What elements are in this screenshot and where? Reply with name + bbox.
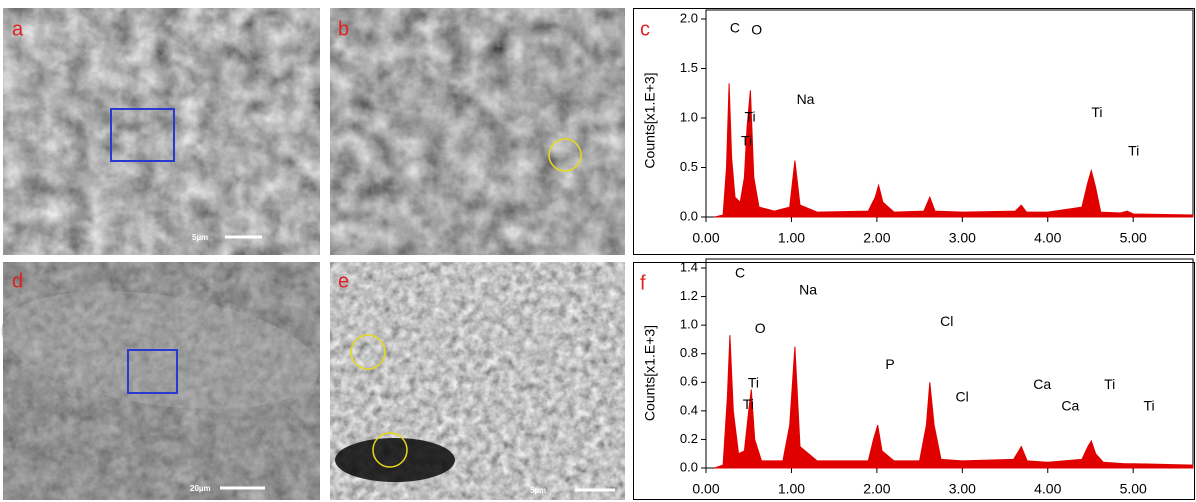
panel-label: f — [640, 272, 646, 294]
x-tick-label: 1.00 — [778, 230, 805, 246]
peak-label: P — [885, 356, 894, 372]
peak-label: Cl — [955, 389, 968, 405]
x-tick-label: 5.00 — [1120, 230, 1147, 246]
panel-label: c — [640, 18, 650, 40]
y-tick-label: 1.2 — [680, 288, 698, 303]
y-tick-label: 0.8 — [680, 345, 698, 360]
peak-label: Ti — [743, 396, 754, 412]
peak-label: Ti — [741, 132, 752, 148]
sem-image: 20µm d — [0, 262, 326, 500]
y-tick-label: 0.5 — [680, 159, 698, 174]
y-tick-label: 0.2 — [680, 431, 698, 446]
panel-label: e — [338, 270, 349, 292]
peak-label: O — [751, 22, 762, 38]
y-tick-label: 2.0 — [680, 10, 698, 25]
y-tick-label: 1.4 — [680, 259, 698, 274]
peak-label: Ti — [1143, 397, 1154, 413]
sem-image: 5µm a — [3, 8, 320, 255]
peak-label: Ti — [1104, 376, 1115, 392]
x-tick-label: 2.00 — [863, 230, 890, 246]
peak-label: Ti — [1091, 104, 1102, 120]
peak-label: C — [730, 20, 740, 36]
panel-label: d — [12, 270, 23, 292]
y-tick-label: 0.0 — [680, 208, 698, 223]
y-axis-label: Counts[x1.E+3] — [642, 72, 658, 168]
x-tick-label: 3.00 — [949, 481, 976, 497]
peak-label: Ca — [1061, 397, 1079, 413]
x-tick-label: 4.00 — [1034, 481, 1061, 497]
y-tick-label: 0.0 — [680, 459, 698, 474]
y-axis-label: Counts[x1.E+3] — [642, 325, 658, 421]
peak-label: Ti — [748, 374, 759, 390]
y-tick-label: 1.5 — [680, 60, 698, 75]
sem-image: 5µm e — [330, 262, 625, 500]
chart-frame — [634, 9, 1195, 255]
x-tick-label: 4.00 — [1034, 230, 1061, 246]
y-tick-label: 0.6 — [680, 374, 698, 389]
peak-label: C — [735, 264, 745, 280]
peak-label: Ti — [744, 109, 755, 125]
scale-bar-label: 5µm — [192, 233, 208, 242]
peak-label: Ti — [1128, 142, 1139, 158]
peak-label: O — [755, 320, 766, 336]
scale-bar-label: 5µm — [530, 486, 546, 495]
x-tick-label: 0.00 — [692, 230, 719, 246]
x-tick-label: 1.00 — [778, 481, 805, 497]
peak-label: Na — [799, 282, 817, 298]
panel-label: b — [338, 18, 349, 40]
scale-bar-label: 20µm — [190, 484, 211, 493]
y-tick-label: 0.4 — [680, 402, 698, 417]
panel-label: a — [12, 18, 24, 40]
x-tick-label: 0.00 — [692, 481, 719, 497]
peak-label: Na — [797, 91, 815, 107]
x-tick-label: 2.00 — [863, 481, 890, 497]
y-tick-label: 1.0 — [680, 317, 698, 332]
y-tick-label: 1.0 — [680, 109, 698, 124]
x-tick-label: 5.00 — [1120, 481, 1147, 497]
sem-image: b — [330, 8, 625, 255]
x-tick-label: 3.00 — [949, 230, 976, 246]
figure: 5µm a b 20µm d 5µm e 0.00.51.01.52.00.00… — [0, 0, 1196, 502]
peak-label: Cl — [940, 313, 953, 329]
peak-label: Ca — [1033, 376, 1051, 392]
